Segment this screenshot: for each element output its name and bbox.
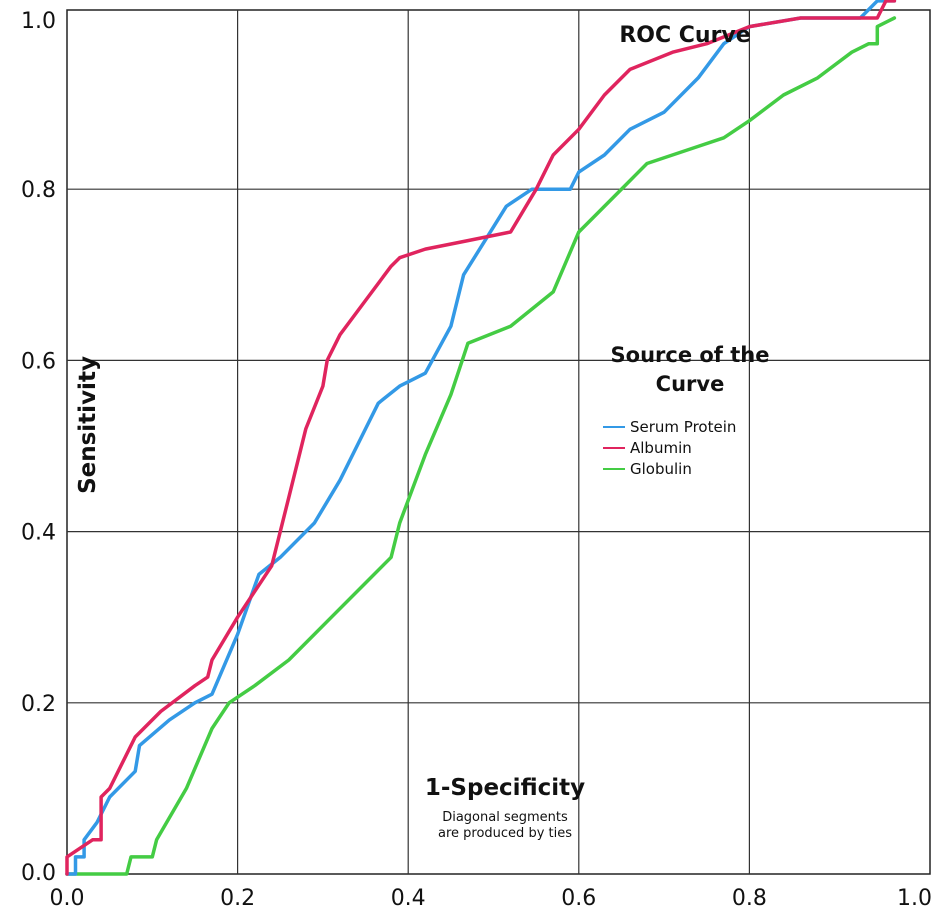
legend-items: Serum Protein Albumin Globulin <box>603 418 736 478</box>
legend-label-globulin: Globulin <box>630 460 692 478</box>
y-tick-label: 1.0 <box>21 9 56 34</box>
grid <box>66 9 931 875</box>
chart-title: ROC Curve <box>619 23 750 48</box>
x-tick-label: 0.6 <box>561 886 596 910</box>
y-tick-label: 0.6 <box>21 349 56 374</box>
ties-note-line-2: are produced by ties <box>438 826 572 841</box>
series-lines <box>65 0 897 876</box>
plot-border <box>66 9 931 875</box>
y-axis-title: Sensitivity <box>75 356 101 494</box>
legend: Source of the Curve Serum Protein Albumin… <box>603 343 769 478</box>
legend-title-line-2: Curve <box>656 372 725 396</box>
y-tick-label: 0.4 <box>21 521 56 546</box>
x-tick-label: 0.0 <box>50 886 85 910</box>
x-tick-label: 1.0 <box>897 886 932 910</box>
tick-labels: 0.0 0.2 0.4 0.6 0.8 1.0 0.0 0.2 0.4 0.6 0.8 1.0 <box>21 9 932 910</box>
y-tick-label: 0.2 <box>21 692 56 717</box>
ties-note-line-1: Diagonal segments <box>442 810 568 825</box>
x-axis-title: 1-Specificity <box>425 775 585 801</box>
y-tick-label: 0.8 <box>21 178 56 203</box>
legend-label-serum-protein: Serum Protein <box>630 418 736 436</box>
series-line-globulin <box>65 16 897 876</box>
y-tick-label: 0.0 <box>21 861 56 886</box>
x-tick-label: 0.2 <box>220 886 255 910</box>
legend-label-albumin: Albumin <box>630 439 692 457</box>
x-tick-label: 0.8 <box>732 886 767 910</box>
series-line-serum-protein <box>65 0 897 876</box>
x-tick-label: 0.4 <box>391 886 426 910</box>
legend-title-line-1: Source of the <box>611 343 770 367</box>
series-line-albumin <box>65 0 897 876</box>
